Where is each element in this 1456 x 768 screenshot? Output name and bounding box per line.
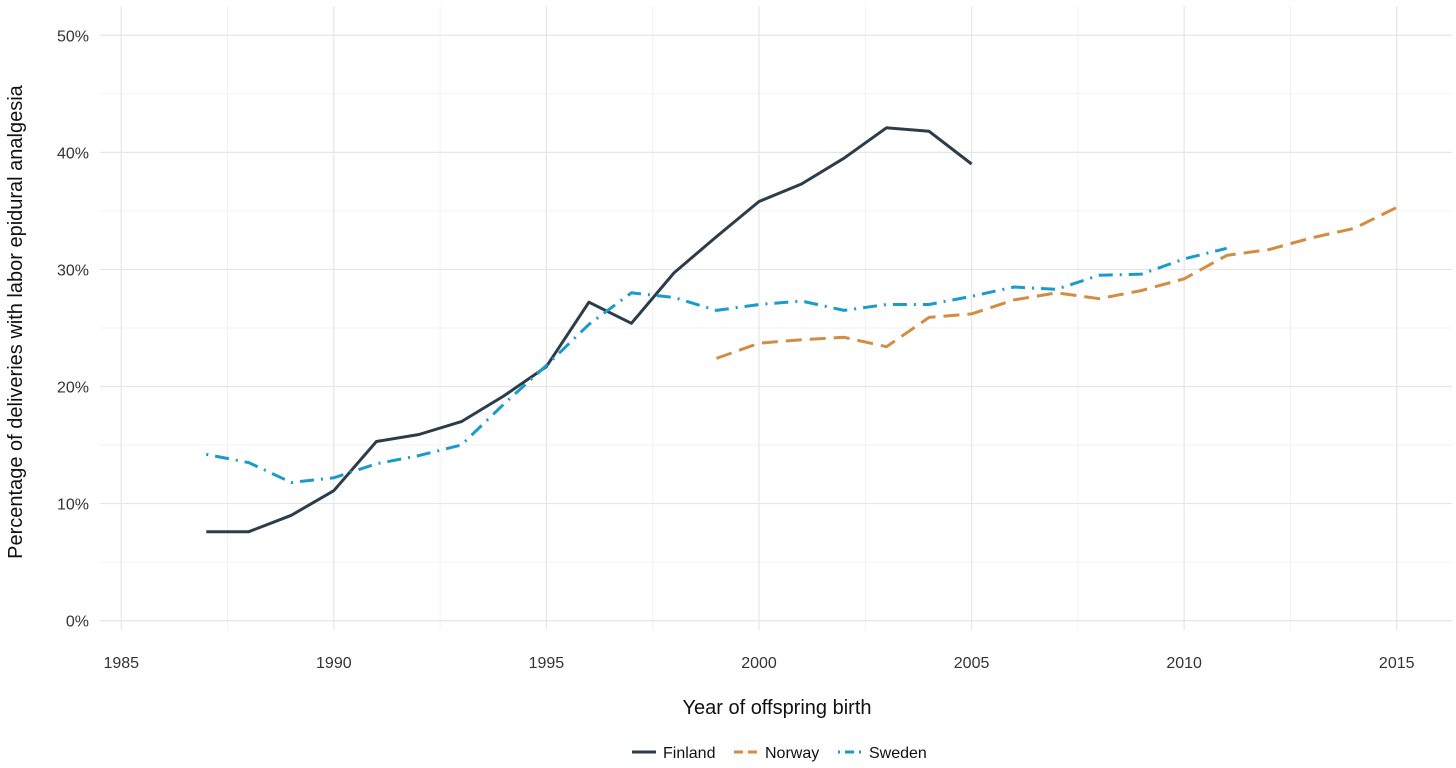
y-axis-tick-labels: 0% 10% 20% 30% 40% 50% bbox=[57, 28, 89, 630]
x-axis-tick-labels: 1985 1990 1995 2000 2005 2010 2015 bbox=[103, 655, 1414, 672]
y-axis-title: Percentage of deliveries with labor epid… bbox=[5, 84, 27, 559]
major-gridlines bbox=[100, 6, 1452, 630]
series-line-norway bbox=[715, 206, 1398, 360]
x-tick-label: 2015 bbox=[1379, 655, 1415, 672]
x-tick-label: 2005 bbox=[954, 655, 990, 672]
legend-label-norway: Norway bbox=[765, 745, 819, 762]
x-axis-title: Year of offspring birth bbox=[682, 697, 871, 719]
y-tick-label: 30% bbox=[57, 262, 89, 279]
legend: Finland Norway Sweden bbox=[632, 745, 927, 762]
y-tick-label: 50% bbox=[57, 28, 89, 45]
y-tick-label: 0% bbox=[66, 614, 89, 631]
series-line-finland bbox=[206, 126, 973, 534]
y-tick-label: 40% bbox=[57, 145, 89, 162]
x-tick-label: 1995 bbox=[529, 655, 565, 672]
series-line-sweden bbox=[206, 246, 1228, 484]
y-tick-label: 20% bbox=[57, 379, 89, 396]
x-tick-label: 1990 bbox=[316, 655, 352, 672]
legend-label-sweden: Sweden bbox=[869, 745, 927, 762]
series-lines bbox=[206, 126, 1398, 534]
x-tick-label: 2010 bbox=[1166, 655, 1202, 672]
legend-label-finland: Finland bbox=[663, 745, 715, 762]
x-tick-label: 2000 bbox=[741, 655, 777, 672]
y-tick-label: 10% bbox=[57, 497, 89, 514]
minor-gridlines bbox=[100, 6, 1452, 630]
x-tick-label: 1985 bbox=[103, 655, 139, 672]
